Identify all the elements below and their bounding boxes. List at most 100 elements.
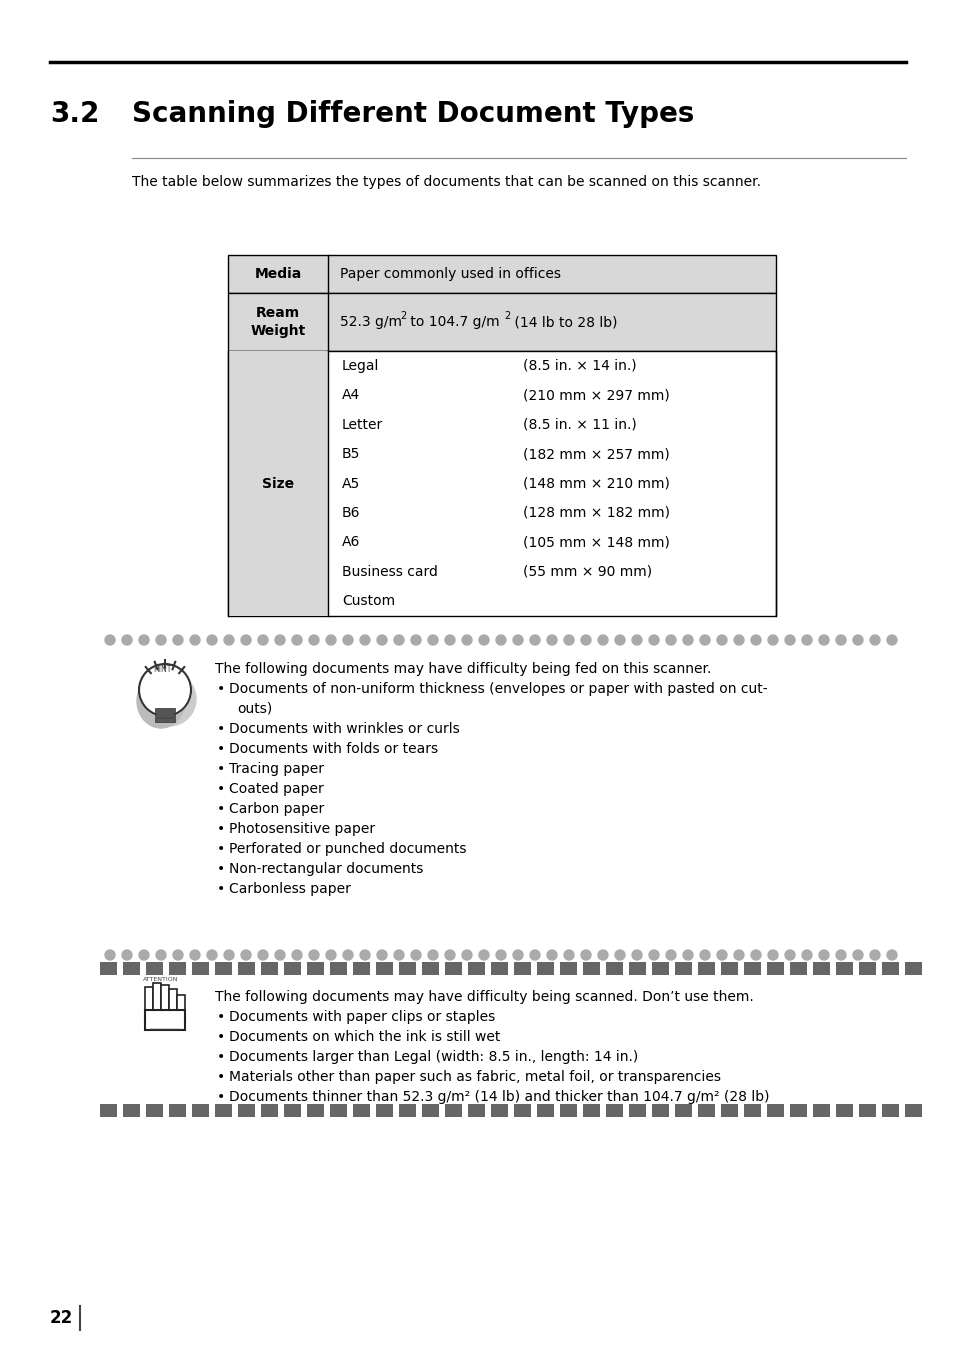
Bar — [537, 962, 554, 974]
Circle shape — [326, 950, 335, 961]
Circle shape — [546, 950, 557, 961]
Bar — [605, 1104, 622, 1116]
Bar — [375, 1104, 393, 1116]
Circle shape — [428, 635, 437, 644]
Circle shape — [122, 950, 132, 961]
Bar — [154, 717, 174, 721]
Text: Documents with paper clips or staples: Documents with paper clips or staples — [229, 1011, 495, 1024]
Circle shape — [496, 635, 505, 644]
Circle shape — [886, 950, 896, 961]
Bar — [491, 962, 507, 974]
Bar — [284, 962, 301, 974]
Text: •: • — [216, 682, 225, 696]
Bar — [628, 1104, 645, 1116]
Bar — [375, 962, 393, 974]
Circle shape — [139, 663, 191, 716]
Circle shape — [172, 635, 183, 644]
Circle shape — [478, 635, 489, 644]
Text: Materials other than paper such as fabric, metal foil, or transparencies: Materials other than paper such as fabri… — [229, 1070, 720, 1084]
Text: Ream
Weight: Ream Weight — [250, 305, 305, 338]
Circle shape — [886, 635, 896, 644]
Text: ATTENTION: ATTENTION — [143, 977, 178, 982]
Circle shape — [631, 635, 641, 644]
Bar — [154, 713, 174, 717]
Text: Photosensitive paper: Photosensitive paper — [229, 821, 375, 836]
Circle shape — [546, 635, 557, 644]
Bar — [559, 962, 577, 974]
Circle shape — [580, 635, 590, 644]
Text: •: • — [216, 742, 225, 757]
Text: B6: B6 — [341, 505, 360, 520]
Bar — [812, 1104, 829, 1116]
Text: •: • — [216, 782, 225, 796]
Ellipse shape — [137, 674, 185, 728]
Circle shape — [257, 635, 268, 644]
Circle shape — [156, 950, 166, 961]
Bar — [858, 1104, 875, 1116]
Bar — [307, 1104, 324, 1116]
Bar — [444, 962, 461, 974]
Circle shape — [869, 950, 879, 961]
Circle shape — [784, 950, 794, 961]
Text: 2: 2 — [399, 311, 406, 322]
Circle shape — [563, 950, 574, 961]
Text: (14 lb to 28 lb): (14 lb to 28 lb) — [510, 315, 617, 330]
Bar — [444, 1104, 461, 1116]
Bar — [398, 962, 416, 974]
Text: (182 mm × 257 mm): (182 mm × 257 mm) — [522, 447, 669, 461]
Circle shape — [665, 950, 676, 961]
Circle shape — [700, 950, 709, 961]
Text: •: • — [216, 862, 225, 875]
Text: Non-rectangular documents: Non-rectangular documents — [229, 862, 423, 875]
Bar — [675, 1104, 691, 1116]
Circle shape — [376, 635, 387, 644]
Bar — [675, 962, 691, 974]
Circle shape — [207, 950, 216, 961]
Circle shape — [411, 635, 420, 644]
Bar — [698, 1104, 714, 1116]
Circle shape — [172, 950, 183, 961]
Text: The following documents may have difficulty being scanned. Don’t use them.: The following documents may have difficu… — [214, 990, 753, 1004]
Bar — [228, 255, 775, 293]
Bar — [743, 962, 760, 974]
Circle shape — [717, 635, 726, 644]
Circle shape — [428, 950, 437, 961]
Circle shape — [631, 950, 641, 961]
Bar — [228, 351, 328, 616]
Text: Tracing paper: Tracing paper — [229, 762, 324, 775]
Bar — [145, 988, 152, 1025]
Bar — [858, 962, 875, 974]
Bar — [491, 1104, 507, 1116]
Bar — [330, 962, 347, 974]
Circle shape — [376, 950, 387, 961]
Bar — [582, 962, 599, 974]
Text: 52.3 g/m: 52.3 g/m — [339, 315, 401, 330]
Bar — [145, 1011, 185, 1029]
Circle shape — [648, 950, 659, 961]
Text: (8.5 in. × 14 in.): (8.5 in. × 14 in.) — [522, 359, 636, 373]
Text: Documents on which the ink is still wet: Documents on which the ink is still wet — [229, 1029, 500, 1044]
Bar — [146, 962, 163, 974]
Text: 3.2: 3.2 — [50, 100, 99, 128]
Circle shape — [580, 950, 590, 961]
Circle shape — [156, 635, 166, 644]
Text: Carbon paper: Carbon paper — [229, 802, 324, 816]
Bar — [582, 1104, 599, 1116]
Text: Size: Size — [262, 477, 294, 490]
Bar — [192, 962, 209, 974]
Text: •: • — [216, 821, 225, 836]
Circle shape — [309, 635, 318, 644]
Circle shape — [733, 635, 743, 644]
Circle shape — [309, 950, 318, 961]
Bar — [812, 962, 829, 974]
Text: Scanning Different Document Types: Scanning Different Document Types — [132, 100, 694, 128]
Text: Paper commonly used in offices: Paper commonly used in offices — [339, 267, 560, 281]
Bar — [514, 1104, 531, 1116]
Bar — [152, 984, 161, 1025]
Circle shape — [496, 950, 505, 961]
Circle shape — [784, 635, 794, 644]
Circle shape — [257, 950, 268, 961]
Text: outs): outs) — [236, 703, 272, 716]
Circle shape — [411, 950, 420, 961]
Circle shape — [682, 635, 692, 644]
